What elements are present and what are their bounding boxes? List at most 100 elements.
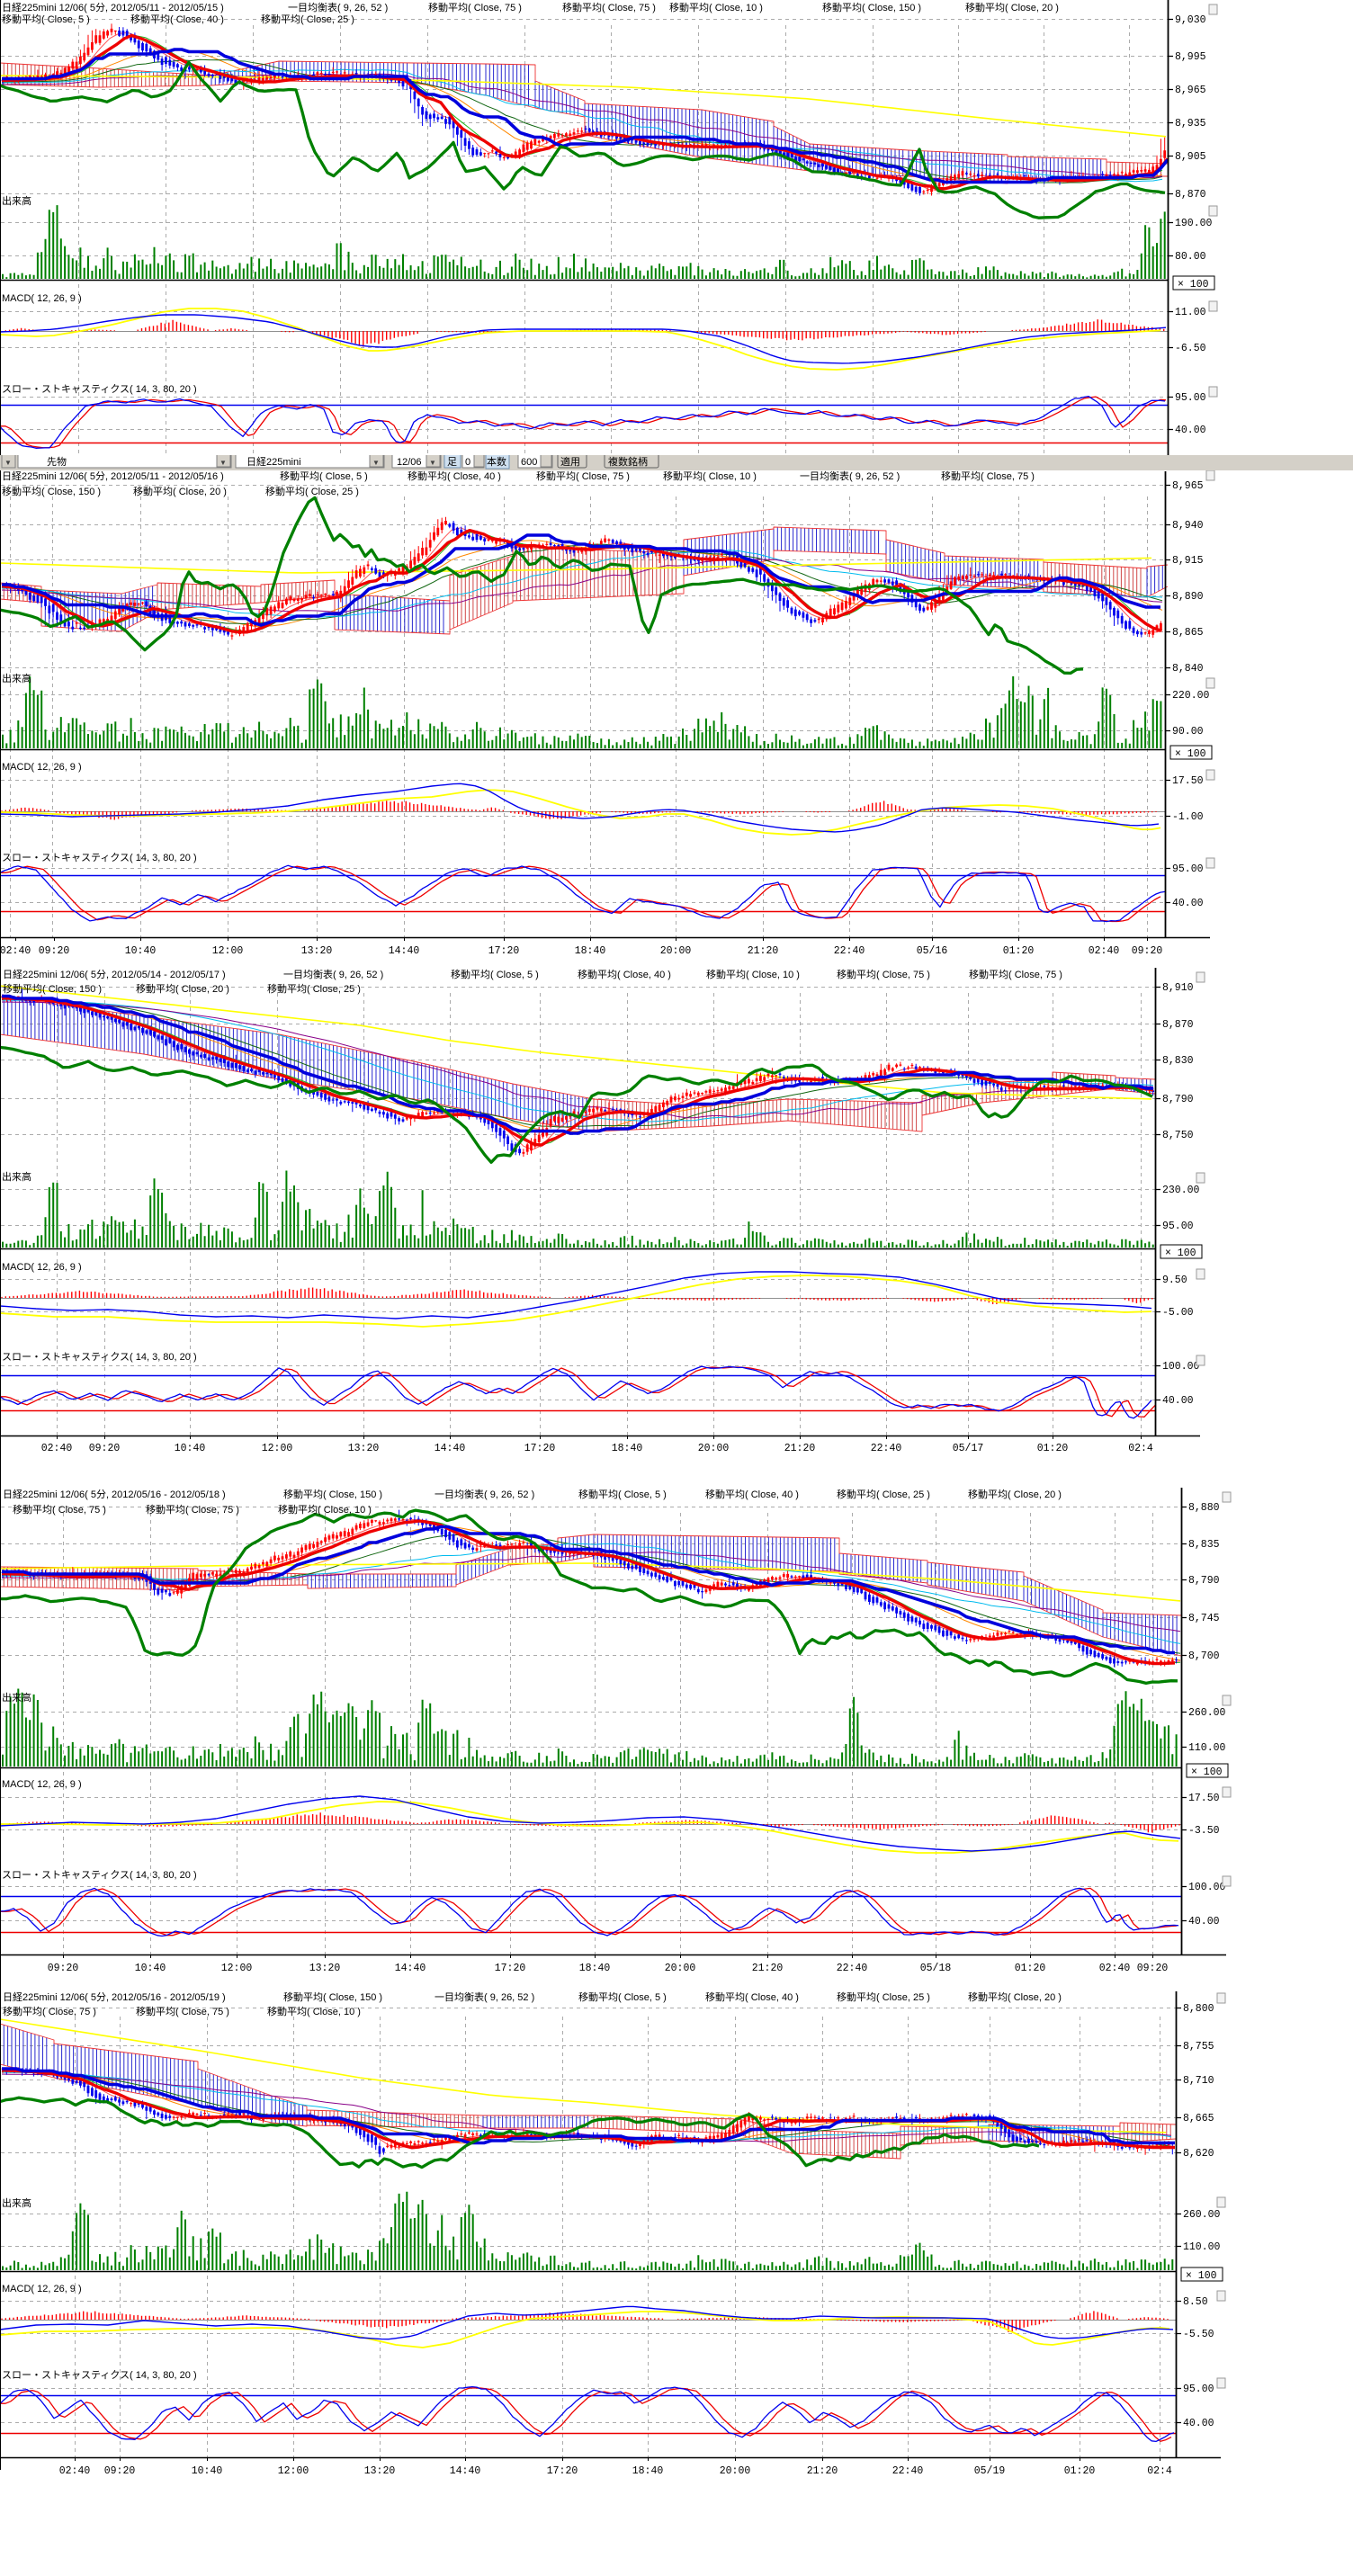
svg-text:移動平均( Close, 20 ): 移動平均( Close, 20 )	[968, 1488, 1062, 1500]
svg-text:8,880: 8,880	[1188, 1502, 1220, 1514]
svg-text:出来高: 出来高	[2, 672, 31, 684]
svg-text:12:00: 12:00	[212, 945, 244, 957]
svg-text:02:40: 02:40	[41, 1443, 73, 1454]
svg-text:-5.50: -5.50	[1183, 2329, 1214, 2340]
svg-text:移動平均( Close, 10 ): 移動平均( Close, 10 )	[663, 470, 757, 482]
svg-text:移動平均( Close, 40 ): 移動平均( Close, 40 )	[705, 1488, 799, 1500]
svg-text:移動平均( Close, 75 ): 移動平均( Close, 75 )	[428, 1, 522, 13]
svg-text:80.00: 80.00	[1175, 251, 1206, 263]
svg-text:0: 0	[465, 457, 470, 468]
svg-text:移動平均( Close, 10 ): 移動平均( Close, 10 )	[278, 1503, 372, 1516]
svg-text:出来高: 出来高	[2, 1170, 31, 1183]
svg-text:日経225mini 12/06( 5分, 2012/05/1: 日経225mini 12/06( 5分, 2012/05/16 - 2012/0…	[3, 1489, 226, 1500]
svg-text:9,030: 9,030	[1175, 14, 1206, 26]
svg-text:移動平均( Close, 20 ): 移動平均( Close, 20 )	[133, 485, 227, 497]
svg-text:8.50: 8.50	[1183, 2296, 1208, 2308]
svg-text:複数銘柄: 複数銘柄	[608, 455, 648, 468]
svg-text:01:20: 01:20	[1015, 1963, 1046, 1974]
svg-text:8,835: 8,835	[1188, 1539, 1220, 1551]
svg-text:40.00: 40.00	[1175, 425, 1206, 436]
svg-text:11.00: 11.00	[1175, 307, 1206, 318]
svg-text:8,620: 8,620	[1183, 2148, 1214, 2160]
svg-text:10:40: 10:40	[135, 1963, 166, 1974]
svg-text:▼: ▼	[220, 459, 227, 467]
svg-text:95.00: 95.00	[1183, 2384, 1214, 2395]
svg-text:一目均衡表( 9, 26, 52 ): 一目均衡表( 9, 26, 52 )	[435, 1990, 534, 2003]
svg-text:移動平均( Close, 25 ): 移動平均( Close, 25 )	[267, 982, 361, 995]
svg-text:移動平均( Close, 75 ): 移動平均( Close, 75 )	[837, 968, 930, 980]
svg-text:出来高: 出来高	[2, 1691, 31, 1704]
svg-text:12:00: 12:00	[221, 1963, 253, 1974]
svg-text:出来高: 出来高	[2, 2196, 31, 2209]
svg-text:移動平均( Close, 5 ): 移動平均( Close, 5 )	[578, 1990, 667, 2003]
svg-text:17.50: 17.50	[1172, 775, 1204, 787]
svg-text:18:40: 18:40	[579, 1963, 611, 1974]
svg-text:20:00: 20:00	[698, 1443, 730, 1454]
svg-text:8,870: 8,870	[1175, 189, 1206, 201]
svg-text:12:00: 12:00	[278, 2465, 309, 2477]
svg-text:▼: ▼	[4, 459, 12, 467]
svg-text:一目均衡表( 9, 26, 52 ): 一目均衡表( 9, 26, 52 )	[288, 1, 388, 13]
svg-text:足: 足	[447, 457, 457, 468]
svg-text:09:20: 09:20	[1137, 1963, 1169, 1974]
svg-text:12/06: 12/06	[397, 457, 422, 468]
svg-text:移動平均( Close, 20 ): 移動平均( Close, 20 )	[136, 982, 229, 995]
svg-text:日経225mini 12/06( 5分, 2012/05/1: 日経225mini 12/06( 5分, 2012/05/11 - 2012/0…	[2, 470, 224, 482]
svg-text:40.00: 40.00	[1188, 1916, 1220, 1928]
svg-text:14:40: 14:40	[395, 1963, 426, 1974]
svg-text:8,965: 8,965	[1175, 85, 1206, 96]
svg-text:8,965: 8,965	[1172, 480, 1204, 492]
svg-text:本数: 本数	[487, 455, 506, 468]
svg-text:-6.50: -6.50	[1175, 343, 1206, 354]
svg-text:260.00: 260.00	[1188, 1707, 1226, 1719]
svg-text:14:40: 14:40	[435, 1443, 466, 1454]
svg-text:22:40: 22:40	[834, 945, 865, 957]
svg-text:02:40: 02:40	[1089, 945, 1120, 957]
svg-text:09:20: 09:20	[39, 945, 70, 957]
svg-text:移動平均( Close, 25 ): 移動平均( Close, 25 )	[837, 1488, 930, 1500]
svg-text:移動平均( Close, 5 ): 移動平均( Close, 5 )	[280, 470, 368, 482]
svg-text:8,910: 8,910	[1162, 982, 1194, 994]
svg-text:190.00: 190.00	[1175, 218, 1213, 229]
svg-text:110.00: 110.00	[1183, 2241, 1221, 2253]
svg-text:95.00: 95.00	[1175, 392, 1206, 404]
svg-text:05/18: 05/18	[920, 1963, 952, 1974]
svg-text:-3.50: -3.50	[1188, 1825, 1220, 1837]
svg-text:14:40: 14:40	[450, 2465, 481, 2477]
svg-text:▼: ▼	[429, 459, 436, 467]
svg-text:移動平均( Close, 20 ): 移動平均( Close, 20 )	[968, 1990, 1062, 2003]
svg-text:MACD( 12, 26, 9 ): MACD( 12, 26, 9 )	[2, 1779, 82, 1790]
svg-text:40.00: 40.00	[1183, 2418, 1214, 2429]
svg-text:一目均衡表( 9, 26, 52 ): 一目均衡表( 9, 26, 52 )	[800, 470, 900, 482]
svg-text:01:20: 01:20	[1037, 1443, 1069, 1454]
svg-text:02:4: 02:4	[1147, 2465, 1172, 2477]
svg-text:移動平均( Close, 75 ): 移動平均( Close, 75 )	[536, 470, 630, 482]
svg-text:× 100: × 100	[1178, 279, 1209, 291]
svg-text:01:20: 01:20	[1064, 2465, 1096, 2477]
svg-text:移動平均( Close, 75 ): 移動平均( Close, 75 )	[3, 2005, 96, 2017]
svg-text:20:00: 20:00	[665, 1963, 696, 1974]
svg-text:移動平均( Close, 75 ): 移動平均( Close, 75 )	[13, 1503, 106, 1516]
svg-text:MACD( 12, 26, 9 ): MACD( 12, 26, 9 )	[2, 293, 82, 304]
svg-text:100.00: 100.00	[1162, 1361, 1200, 1373]
svg-text:移動平均( Close, 150 ): 移動平均( Close, 150 )	[283, 1488, 382, 1500]
svg-text:09:20: 09:20	[1132, 945, 1163, 957]
svg-text:× 100: × 100	[1186, 2270, 1217, 2282]
svg-text:02:40: 02:40	[0, 945, 31, 957]
svg-text:8,755: 8,755	[1183, 2041, 1214, 2053]
svg-text:-1.00: -1.00	[1172, 811, 1204, 823]
svg-text:移動平均( Close, 150 ): 移動平均( Close, 150 )	[3, 982, 102, 995]
svg-text:21:20: 21:20	[807, 2465, 838, 2477]
svg-text:移動平均( Close, 10 ): 移動平均( Close, 10 )	[706, 968, 800, 980]
svg-text:600: 600	[521, 457, 537, 468]
svg-text:日経225mini 12/06( 5分, 2012/05/1: 日経225mini 12/06( 5分, 2012/05/16 - 2012/0…	[3, 1991, 226, 2003]
svg-text:移動平均( Close, 150 ): 移動平均( Close, 150 )	[822, 1, 921, 13]
svg-text:90.00: 90.00	[1172, 726, 1204, 738]
svg-text:8,935: 8,935	[1175, 118, 1206, 130]
svg-text:95.00: 95.00	[1162, 1221, 1194, 1232]
svg-text:17.50: 17.50	[1188, 1793, 1220, 1804]
svg-text:MACD( 12, 26, 9 ): MACD( 12, 26, 9 )	[2, 2284, 82, 2294]
svg-text:MACD( 12, 26, 9 ): MACD( 12, 26, 9 )	[2, 1262, 82, 1273]
svg-text:21:20: 21:20	[748, 945, 779, 957]
svg-text:09:20: 09:20	[89, 1443, 121, 1454]
